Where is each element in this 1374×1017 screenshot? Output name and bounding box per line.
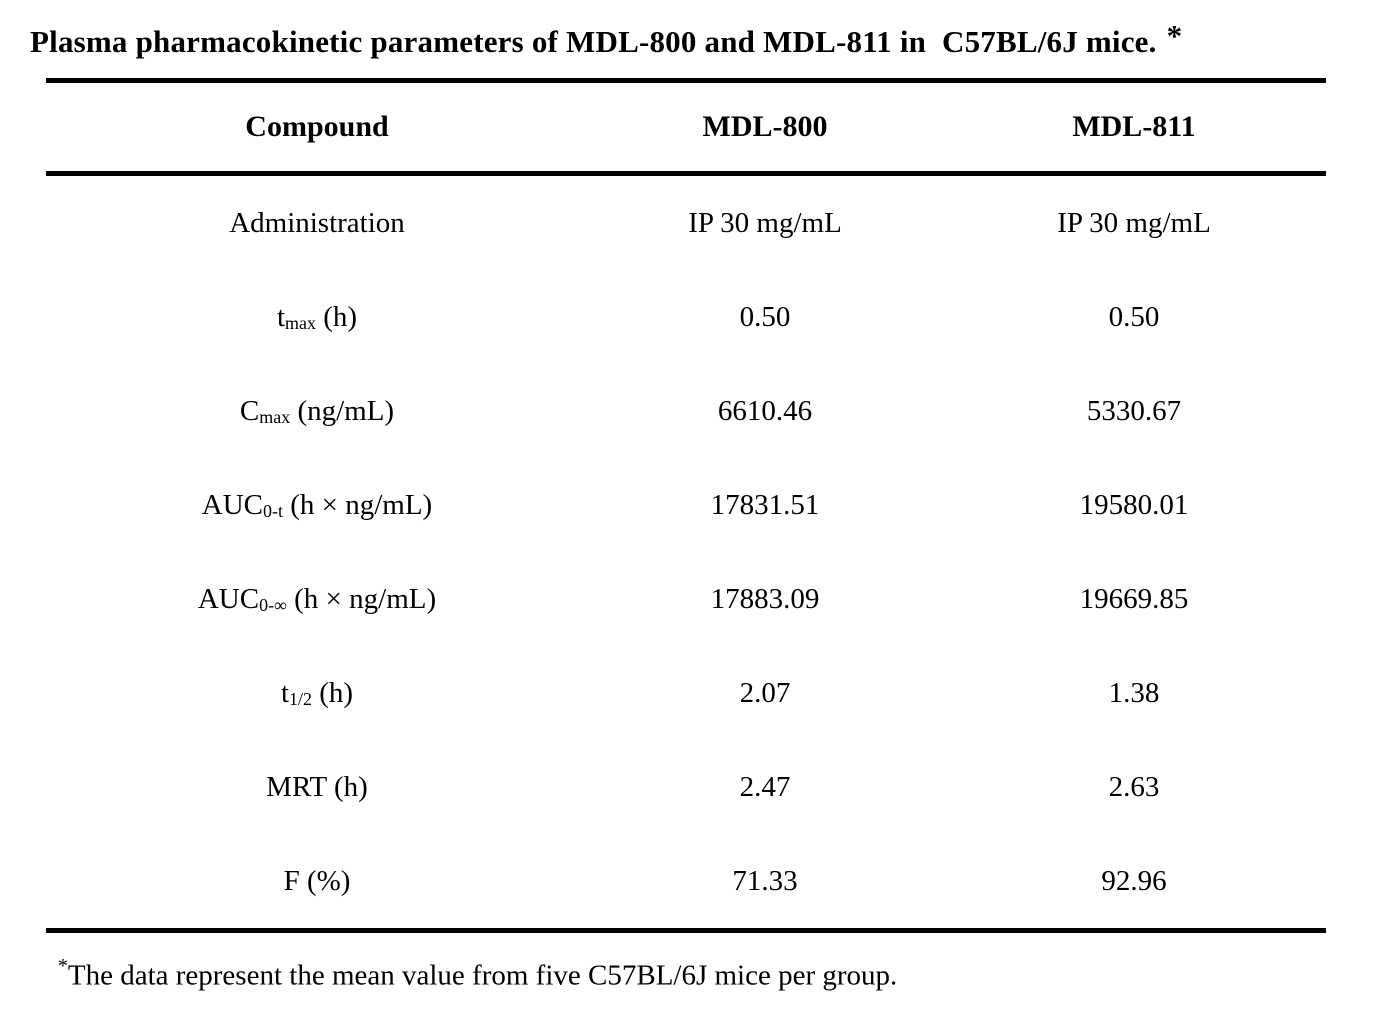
parameter-subscript: 0-∞ — [259, 595, 287, 616]
table-title-asterisk: * — [1166, 18, 1183, 54]
row-parameter-label: tmax (h) — [46, 270, 588, 364]
cell-mdl-811: 1.38 — [1108, 676, 1160, 709]
row-parameter-label: MRT (h) — [46, 740, 588, 834]
row-parameter-label: AUC0-t (h × ng/mL) — [46, 458, 588, 552]
table-row: t1/2 (h) 2.07 1.38 — [46, 646, 1326, 740]
cell-mdl-800: 2.07 — [739, 676, 791, 709]
cell-mdl-811: 0.50 — [1108, 300, 1160, 333]
parameter-base: AUC — [197, 582, 260, 615]
parameter-base: F — [283, 864, 300, 897]
cell-mdl-811: 19580.01 — [1079, 488, 1189, 521]
cell-mdl-800: 0.50 — [739, 300, 791, 333]
table-row: AUC0-∞ (h × ng/mL) 17883.09 19669.85 — [46, 552, 1326, 646]
table-row: MRT (h) 2.47 2.63 — [46, 740, 1326, 834]
parameter-base: t — [276, 300, 286, 333]
row-parameter-label: Cmax (ng/mL) — [46, 364, 588, 458]
table-header: Compound MDL-800 MDL-811 — [46, 80, 1326, 176]
parameter-subscript: 0-t — [263, 501, 283, 522]
table-title-text: Plasma pharmacokinetic parameters of MDL… — [30, 24, 1157, 59]
parameter-base: Administration — [229, 206, 405, 239]
column-header-compound: Compound — [46, 80, 588, 176]
table-row: tmax (h) 0.50 0.50 — [46, 270, 1326, 364]
cell-mdl-811: 5330.67 — [1086, 394, 1182, 427]
cell-mdl-811: 19669.85 — [1079, 582, 1189, 615]
footnote-text: The data represent the mean value from f… — [67, 959, 898, 992]
row-parameter-label: F (%) — [46, 834, 588, 931]
table-header-row: Compound MDL-800 MDL-811 — [46, 80, 1326, 176]
table-row: F (%) 71.33 92.96 — [46, 834, 1326, 931]
table-body: Administration IP 30 mg/mL IP 30 mg/mL t… — [46, 174, 1326, 931]
row-parameter-label: t1/2 (h) — [46, 646, 588, 740]
cell-mdl-800: 17831.51 — [710, 488, 820, 521]
parameter-units: (h × ng/mL) — [282, 488, 433, 521]
parameter-subscript: max — [285, 313, 316, 334]
cell-mdl-811: 92.96 — [1101, 864, 1167, 897]
parameter-base: MRT — [266, 770, 327, 803]
table-row: Cmax (ng/mL) 6610.46 5330.67 — [46, 364, 1326, 458]
table-row: Administration IP 30 mg/mL IP 30 mg/mL — [46, 174, 1326, 271]
parameter-units: (ng/mL) — [290, 394, 395, 427]
cell-mdl-800: 6610.46 — [717, 394, 813, 427]
cell-mdl-811: 2.63 — [1108, 770, 1160, 803]
cell-mdl-800: IP 30 mg/mL — [688, 206, 842, 239]
parameter-subscript: max — [259, 407, 291, 428]
cell-mdl-811: IP 30 mg/mL — [1057, 206, 1211, 239]
table-row: AUC0-t (h × ng/mL) 17831.51 19580.01 — [46, 458, 1326, 552]
parameter-base: t — [280, 676, 289, 709]
parameter-units: (h) — [315, 300, 358, 333]
cell-mdl-800: 71.33 — [732, 864, 798, 897]
pharmacokinetics-table: Compound MDL-800 MDL-811 Administration … — [46, 78, 1326, 933]
parameter-units: (h × ng/mL) — [286, 582, 437, 615]
footnote-asterisk-marker: * — [58, 954, 68, 977]
parameter-subscript: 1/2 — [289, 689, 312, 710]
row-parameter-label: Administration — [46, 174, 588, 271]
column-header-mdl-811: MDL-811 — [942, 80, 1326, 176]
parameter-base: C — [239, 394, 260, 427]
parameter-units: (%) — [299, 864, 351, 897]
table-footnote: *The data represent the mean value from … — [58, 954, 1354, 993]
cell-mdl-800: 17883.09 — [710, 582, 820, 615]
parameter-units: (h) — [311, 676, 354, 709]
column-header-mdl-800: MDL-800 — [588, 80, 942, 176]
parameter-base: AUC — [201, 488, 263, 521]
row-parameter-label: AUC0-∞ (h × ng/mL) — [46, 552, 588, 646]
table-title: Plasma pharmacokinetic parameters of MDL… — [30, 18, 1354, 60]
parameter-units: (h) — [326, 770, 368, 803]
cell-mdl-800: 2.47 — [739, 770, 791, 803]
